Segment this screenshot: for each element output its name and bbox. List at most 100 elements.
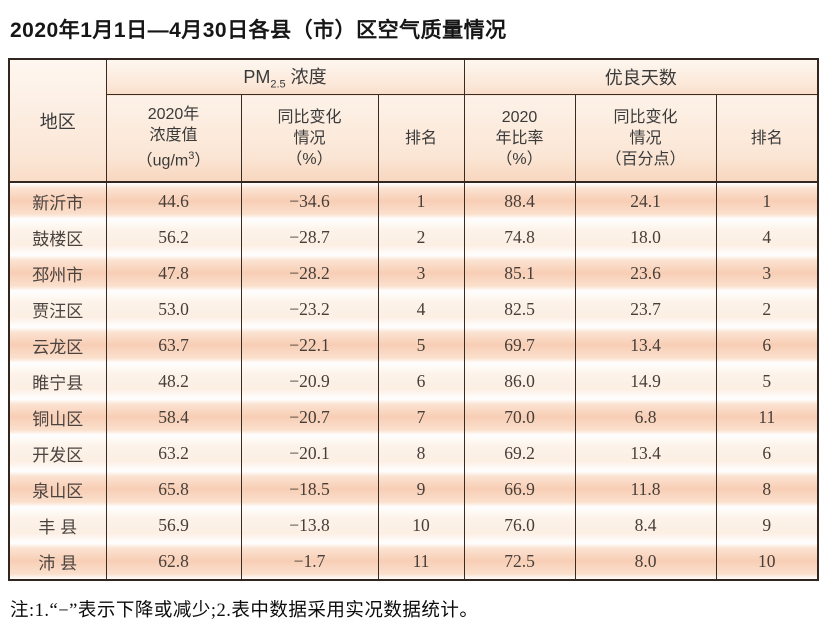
cell-ratio-rank: 5 <box>715 363 819 399</box>
table-row: 睢宁县 48.2 −20.9 6 86.0 14.9 5 <box>8 363 819 399</box>
cell-ratio-rank: 6 <box>715 435 819 471</box>
table-row: 泉山区 65.8 −18.5 9 66.9 11.8 8 <box>8 471 819 507</box>
cell-ratio-rank: 11 <box>715 399 819 435</box>
header-pm-change-line2: 情况 <box>293 129 326 147</box>
cell-pm-change: −1.7 <box>240 543 379 580</box>
cell-pm-rank: 9 <box>377 471 465 507</box>
cell-pm-change: −22.1 <box>240 327 379 363</box>
cell-region: 鼓楼区 <box>8 219 107 255</box>
cell-ratio-rank: 2 <box>715 291 819 327</box>
cell-pm-change: −28.2 <box>240 255 379 291</box>
cell-pm-rank: 1 <box>377 182 465 219</box>
cell-pm-rank: 3 <box>377 255 465 291</box>
header-good-change-line1: 同比变化 <box>613 108 678 126</box>
cell-ratio-change: 23.7 <box>574 291 717 327</box>
cell-pm-rank: 6 <box>377 363 465 399</box>
header-good-change: 同比变化 情况 （百分点） <box>574 94 717 183</box>
header-good-change-line2: 情况 <box>629 129 662 147</box>
header-group-pm25: PM2.5 浓度 <box>105 58 465 95</box>
cell-ratio-change: 14.9 <box>574 363 717 399</box>
header-pm-change-line3: （%） <box>286 150 333 168</box>
cell-region: 沛 县 <box>8 543 107 580</box>
cell-pm-rank: 11 <box>377 543 465 580</box>
cell-ratio: 70.0 <box>463 399 576 435</box>
table-row: 贾汪区 53.0 −23.2 4 82.5 23.7 2 <box>8 291 819 327</box>
cubic-superscript: 3 <box>188 150 195 163</box>
cell-pm-rank: 7 <box>377 399 465 435</box>
cell-ratio: 76.0 <box>463 507 576 543</box>
pm25-label-suffix: 浓度 <box>285 67 327 88</box>
cell-ratio: 82.5 <box>463 291 576 327</box>
header-good-ratio-line3: （%） <box>496 150 543 168</box>
table-body: 新沂市 44.6 −34.6 1 88.4 24.1 1 鼓楼区 56.2 −28.7 2 74.8 1… <box>8 182 819 580</box>
header-good-ratio: 2020 年比率 （%） <box>463 94 576 183</box>
table-row: 鼓楼区 56.2 −28.7 2 74.8 18.0 4 <box>8 219 819 255</box>
cell-ratio-change: 23.6 <box>574 255 717 291</box>
cell-ratio-change: 18.0 <box>574 219 717 255</box>
cell-pm-rank: 10 <box>377 507 465 543</box>
cell-pm-change: −13.8 <box>240 507 379 543</box>
cell-ratio: 69.7 <box>463 327 576 363</box>
cell-ratio-change: 8.0 <box>574 543 717 580</box>
cell-region: 开发区 <box>8 435 107 471</box>
cell-pm: 56.9 <box>105 507 242 543</box>
cell-ratio-change: 13.4 <box>574 327 717 363</box>
cell-pm-rank: 8 <box>377 435 465 471</box>
cell-ratio-change: 13.4 <box>574 435 717 471</box>
cell-ratio: 88.4 <box>463 182 576 219</box>
cell-ratio: 69.2 <box>463 435 576 471</box>
cell-pm: 44.6 <box>105 182 242 219</box>
table-row: 丰 县 56.9 −13.8 10 76.0 8.4 9 <box>8 507 819 543</box>
cell-ratio: 86.0 <box>463 363 576 399</box>
cell-ratio: 74.8 <box>463 219 576 255</box>
cell-pm-rank: 4 <box>377 291 465 327</box>
cell-pm-rank: 2 <box>377 219 465 255</box>
cell-ratio-change: 8.4 <box>574 507 717 543</box>
header-good-ratio-line1: 2020 <box>501 108 538 126</box>
table-row: 云龙区 63.7 −22.1 5 69.7 13.4 6 <box>8 327 819 363</box>
header-good-rank: 排名 <box>715 94 819 183</box>
table-row: 铜山区 58.4 −20.7 7 70.0 6.8 11 <box>8 399 819 435</box>
cell-pm-change: −20.9 <box>240 363 379 399</box>
header-region: 地区 <box>8 58 107 183</box>
cell-pm-rank: 5 <box>377 327 465 363</box>
cell-region: 丰 县 <box>8 507 107 543</box>
cell-pm-change: −18.5 <box>240 471 379 507</box>
table-row: 新沂市 44.6 −34.6 1 88.4 24.1 1 <box>8 182 819 219</box>
cell-pm: 53.0 <box>105 291 242 327</box>
table-row: 沛 县 62.8 −1.7 11 72.5 8.0 10 <box>8 543 819 580</box>
cell-ratio: 66.9 <box>463 471 576 507</box>
cell-pm: 48.2 <box>105 363 242 399</box>
cell-ratio-rank: 3 <box>715 255 819 291</box>
cell-region: 睢宁县 <box>8 363 107 399</box>
cell-pm: 65.8 <box>105 471 242 507</box>
page-title: 2020年1月1日—4月30日各县（市）区空气质量情况 <box>10 19 507 42</box>
cell-pm-change: −20.1 <box>240 435 379 471</box>
cell-region: 泉山区 <box>8 471 107 507</box>
cell-pm-change: −34.6 <box>240 182 379 219</box>
header-pm-value-line1: 2020年 <box>147 106 200 124</box>
cell-pm: 62.8 <box>105 543 242 580</box>
table-header: 地区 PM2.5 浓度 优良天数 2020年 浓度值 （ug/m3） 同比变化 … <box>8 58 819 183</box>
pm25-label-prefix: PM <box>243 67 271 88</box>
cell-pm: 56.2 <box>105 219 242 255</box>
header-good-ratio-line2: 年比率 <box>495 129 544 147</box>
cell-ratio-rank: 9 <box>715 507 819 543</box>
cell-pm: 47.8 <box>105 255 242 291</box>
cell-ratio-change: 6.8 <box>574 399 717 435</box>
cell-pm: 63.2 <box>105 435 242 471</box>
header-pm-value: 2020年 浓度值 （ug/m3） <box>105 94 242 183</box>
cell-region: 云龙区 <box>8 327 107 363</box>
air-quality-table: 地区 PM2.5 浓度 优良天数 2020年 浓度值 （ug/m3） 同比变化 … <box>8 58 820 581</box>
table-row: 开发区 63.2 −20.1 8 69.2 13.4 6 <box>8 435 819 471</box>
cell-ratio-rank: 4 <box>715 219 819 255</box>
cell-pm: 58.4 <box>105 399 242 435</box>
cell-ratio-change: 11.8 <box>574 471 717 507</box>
header-pm-change-line1: 同比变化 <box>277 108 342 126</box>
header-pm-change: 同比变化 情况 （%） <box>240 94 379 183</box>
cell-region: 新沂市 <box>8 182 107 219</box>
header-good-change-line3: （百分点） <box>605 150 686 168</box>
cell-pm-change: −20.7 <box>240 399 379 435</box>
footnote: 注:1.“−”表示下降或减少;2.表中数据采用实况数据统计。 <box>10 601 479 621</box>
